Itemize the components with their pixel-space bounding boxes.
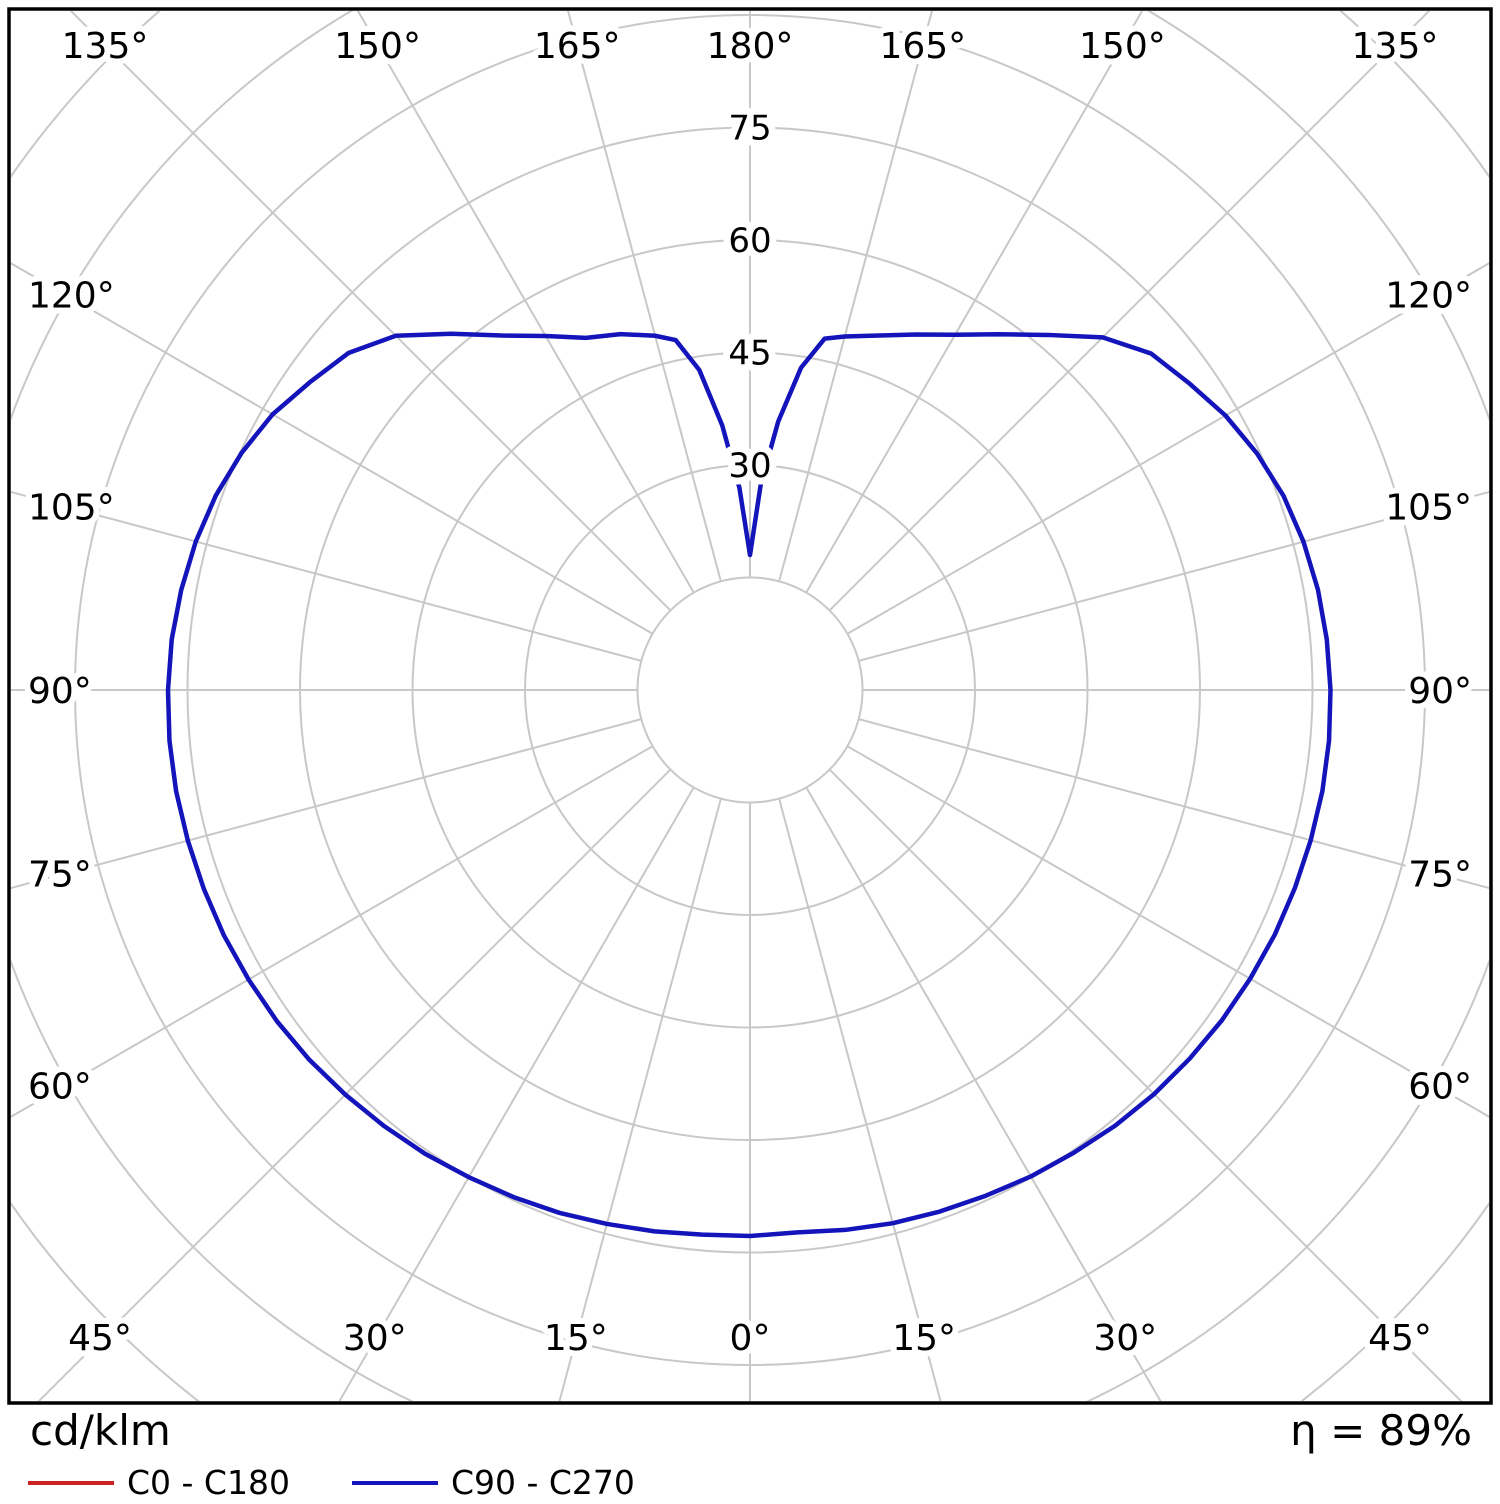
grid-spoke xyxy=(805,786,1162,1401)
grid-spoke xyxy=(828,11,1431,612)
angle-label: 15° xyxy=(544,1318,608,1359)
angle-label: 45° xyxy=(68,1318,132,1359)
legend-label-c90-c270: C90 - C270 xyxy=(450,1463,635,1502)
angle-label: 120° xyxy=(1385,276,1472,317)
angle-label: 135° xyxy=(62,26,149,67)
radial-tick-labels: 30 45 60 75 xyxy=(721,102,778,494)
angle-labels: 0° 15° 30° 45° 60° 75° 90° 105° 120° 135° 150° 165°… xyxy=(22,20,1478,1365)
grid-spoke xyxy=(11,745,654,1118)
angle-label: 60° xyxy=(28,1066,92,1107)
grid-spoke xyxy=(37,768,672,1401)
angle-label: 105° xyxy=(28,487,115,528)
radial-tick-label: 75 xyxy=(728,109,771,149)
radial-tick-label: 45 xyxy=(728,334,771,374)
legend-label-c0-c180: C0 - C180 xyxy=(127,1463,290,1502)
grid-spoke xyxy=(858,490,1489,662)
angle-label: 135° xyxy=(1352,26,1439,67)
grid-spoke xyxy=(69,11,672,612)
angle-label: 165° xyxy=(534,26,621,67)
angle-label: 150° xyxy=(334,26,421,67)
angle-label: 30° xyxy=(1093,1318,1157,1359)
angle-label: 105° xyxy=(1385,487,1472,528)
grid-spoke xyxy=(805,11,1144,594)
grid-spoke xyxy=(846,745,1489,1118)
angle-label: 90° xyxy=(1408,671,1472,712)
legend-swatch-c90-c270 xyxy=(351,1480,438,1485)
angle-label: 75° xyxy=(1408,855,1472,896)
grid-spoke xyxy=(558,798,722,1401)
angle-label: 120° xyxy=(28,276,115,317)
unit-label: cd/klm xyxy=(30,1406,171,1455)
angle-label: 15° xyxy=(892,1318,956,1359)
angle-label: 60° xyxy=(1408,1066,1472,1107)
angle-label: 0° xyxy=(730,1318,771,1359)
angle-label: 75° xyxy=(28,855,92,896)
angle-label: 45° xyxy=(1368,1318,1432,1359)
grid-spoke xyxy=(846,262,1489,635)
angle-label: 180° xyxy=(707,26,794,67)
efficiency-value: η = 89% xyxy=(1290,1406,1472,1455)
angle-label: 90° xyxy=(28,671,92,712)
grid-spoke xyxy=(11,490,642,662)
radial-tick-label: 60 xyxy=(728,221,771,261)
angle-label: 165° xyxy=(879,26,966,67)
curve-c90-c270 xyxy=(165,331,1333,1239)
grid-spoke xyxy=(567,11,722,582)
grid-spoke xyxy=(356,11,695,594)
legend: C0 - C180 C90 - C270 xyxy=(28,1466,635,1499)
grid-spoke xyxy=(778,798,942,1401)
grid-spoke xyxy=(858,718,1489,890)
grid-spoke xyxy=(778,11,933,582)
grid-spoke xyxy=(11,718,642,890)
radial-tick-label: 30 xyxy=(728,446,771,486)
grid-spoke xyxy=(11,262,654,635)
grid-spoke xyxy=(828,768,1463,1401)
grid-spoke xyxy=(338,786,695,1401)
angle-label: 30° xyxy=(343,1318,407,1359)
angle-label: 150° xyxy=(1079,26,1166,67)
legend-swatch-c0-c180 xyxy=(28,1480,114,1485)
